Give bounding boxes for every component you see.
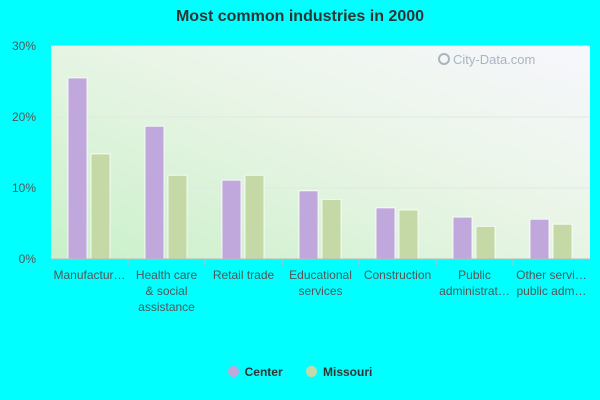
- bar-center-6: [529, 218, 550, 260]
- bar-missouri-5: [475, 225, 496, 260]
- bar-missouri-0: [90, 153, 111, 260]
- chart-title: Most common industries in 2000: [175, 8, 425, 25]
- y-tick-label: 10%: [12, 181, 36, 195]
- y-tick-label: 20%: [12, 110, 36, 124]
- x-tick-label: Construction: [364, 268, 431, 282]
- bar-missouri-6: [552, 223, 573, 260]
- plot-area: [51, 46, 590, 259]
- watermark: City-Data.com: [438, 52, 535, 67]
- y-tick-label: 30%: [12, 39, 36, 53]
- watermark-text: City-Data.com: [453, 52, 536, 67]
- bar-center-3: [298, 190, 319, 260]
- legend-label-center: Center: [244, 365, 283, 379]
- legend-swatch-missouri: [306, 366, 317, 377]
- x-tick-label: Educational services: [289, 268, 352, 298]
- bar-center-4: [375, 207, 396, 260]
- bar-center-5: [452, 216, 473, 260]
- x-tick-label: Other servi… public adm…: [516, 268, 587, 298]
- bar-missouri-3: [321, 198, 342, 260]
- x-tick-label: Manufactur…: [53, 268, 125, 282]
- x-tick-label: Retail trade: [213, 268, 275, 282]
- legend-item-center: Center: [227, 365, 283, 379]
- bar-missouri-1: [167, 174, 188, 260]
- x-tick-label: Health care & social assistance: [136, 268, 198, 314]
- bar-missouri-4: [398, 209, 419, 260]
- legend-swatch-center: [227, 366, 239, 377]
- legend: Center Missouri: [0, 365, 600, 379]
- legend-label-missouri: Missouri: [323, 365, 373, 379]
- bar-center-0: [67, 77, 88, 260]
- bar-center-2: [221, 179, 242, 260]
- legend-item-missouri: Missouri: [306, 365, 372, 379]
- search-icon: [438, 53, 450, 65]
- x-tick-label: Public administrat…: [439, 268, 510, 298]
- bar-center-1: [144, 125, 165, 260]
- bar-missouri-2: [244, 174, 265, 260]
- y-tick-label: 0%: [19, 252, 37, 266]
